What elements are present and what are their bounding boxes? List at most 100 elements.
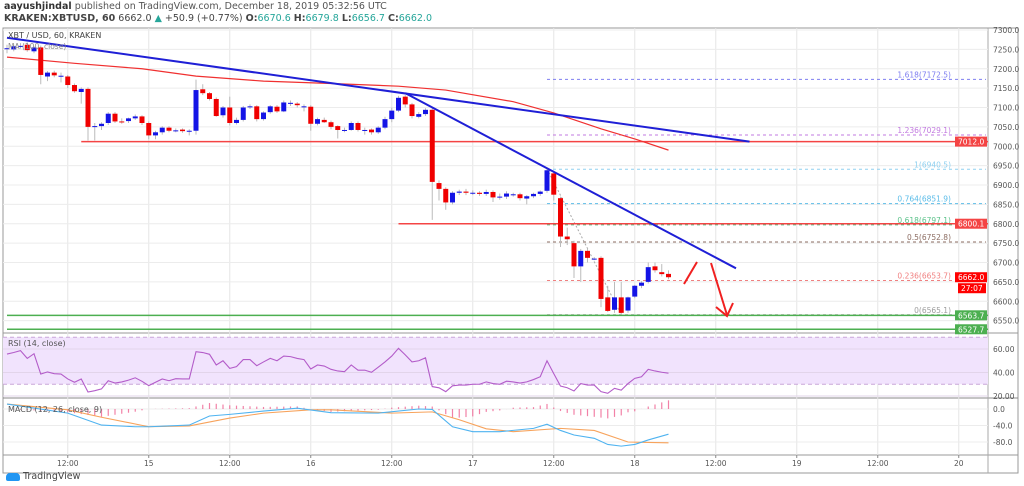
candle-up xyxy=(362,129,368,131)
candle-up xyxy=(126,118,131,122)
candle-down xyxy=(274,106,280,112)
candle-up xyxy=(396,97,401,111)
candle-down xyxy=(409,104,415,117)
candle-up xyxy=(578,250,584,267)
candle-up xyxy=(645,267,651,282)
price-change: +50.9 (+0.77%) xyxy=(164,13,243,24)
candle-down xyxy=(564,236,570,240)
macd-signal-line xyxy=(6,403,669,444)
candle-up xyxy=(450,192,455,203)
last-price-label: 6662.0 xyxy=(958,273,984,282)
candle-up xyxy=(186,130,192,132)
candle-up xyxy=(58,75,64,77)
candle-down xyxy=(585,250,590,258)
fib-level-label: 0.236(6653.7) xyxy=(897,271,951,280)
x-tick-label: 12:00 xyxy=(867,459,889,468)
candle-up xyxy=(153,132,158,136)
drawn-arrow-up-stroke xyxy=(683,261,698,285)
overlay-label: MA (100, close) xyxy=(8,42,66,51)
candle-down xyxy=(328,122,334,127)
candle-down xyxy=(666,273,671,278)
candle-up xyxy=(497,196,503,198)
symbol: KRAKEN:XBTUSD, 60 xyxy=(4,13,116,24)
candle-down xyxy=(200,89,206,94)
candle-up xyxy=(639,282,644,286)
arrowhead-icon xyxy=(715,302,734,318)
candle-up xyxy=(105,113,111,123)
x-tick-label: 15 xyxy=(144,459,154,468)
candle-up xyxy=(31,47,37,52)
macd-tick-label: -80.0 xyxy=(993,438,1013,447)
candle-down xyxy=(369,129,374,133)
candle-up xyxy=(389,110,395,120)
candle-down xyxy=(436,183,442,189)
candle-up xyxy=(537,191,543,194)
author-link[interactable]: aayushjindal xyxy=(4,1,72,12)
candle-up xyxy=(382,119,388,128)
candle-up xyxy=(234,119,239,123)
rsi-tick-label: 60.00 xyxy=(993,345,1015,354)
y-tick-label: 7000.0 xyxy=(993,142,1019,151)
y-tick-label: 7050.0 xyxy=(993,123,1019,132)
candle-up xyxy=(591,258,597,260)
x-tick-label: 12:00 xyxy=(705,459,727,468)
x-tick-label: 19 xyxy=(792,459,802,468)
candle-down xyxy=(355,123,361,130)
y-tick-label: 7100.0 xyxy=(993,104,1019,113)
price-tag-label: 6527.7 xyxy=(958,325,984,334)
candle-up xyxy=(159,127,165,133)
candle-up xyxy=(483,191,489,194)
candle-up xyxy=(632,285,638,297)
candle-down xyxy=(180,129,185,132)
macd-label: MACD (12, 26, close, 9) xyxy=(8,405,102,414)
candle-down xyxy=(166,127,172,131)
candle-up xyxy=(375,127,381,133)
candle-up xyxy=(247,106,253,108)
close-value: 6662.0 xyxy=(398,13,432,24)
candle-down xyxy=(227,107,233,123)
candle-up xyxy=(544,170,550,191)
countdown-tag xyxy=(958,283,986,294)
fib-level-label: 0.618(6797.1) xyxy=(897,216,951,225)
candle-up xyxy=(315,119,320,124)
candle-up xyxy=(288,102,293,104)
y-tick-label: 6750.0 xyxy=(993,239,1019,248)
macd-tick-label: 0.0 xyxy=(993,405,1005,414)
candle-up xyxy=(625,297,631,311)
x-tick-label: 16 xyxy=(306,459,316,468)
tradingview-logo[interactable]: TradingView xyxy=(6,471,80,482)
rsi-tick-label: 20.00 xyxy=(993,392,1015,401)
y-tick-label: 6650.0 xyxy=(993,278,1019,287)
candle-down xyxy=(294,103,300,106)
y-tick-label: 6600.0 xyxy=(993,297,1019,306)
candle-up xyxy=(92,126,98,128)
y-tick-label: 6800.0 xyxy=(993,220,1019,229)
candle-down xyxy=(119,121,125,123)
candle-up xyxy=(612,297,617,310)
candle-up xyxy=(11,46,17,50)
trendline xyxy=(6,36,750,143)
open-value: 6670.6 xyxy=(257,13,291,24)
candle-down xyxy=(429,109,435,182)
candle-up xyxy=(4,48,10,50)
high-value: 6679.8 xyxy=(305,13,339,24)
candle-down xyxy=(335,126,341,130)
rsi-line xyxy=(6,347,669,394)
candle-up xyxy=(240,107,246,120)
candle-down xyxy=(490,191,496,198)
candle-down xyxy=(652,266,658,271)
candle-up xyxy=(470,192,476,194)
candle-down xyxy=(38,47,44,75)
candle-down xyxy=(254,106,260,120)
candle-down xyxy=(443,188,449,203)
candle-up xyxy=(423,109,428,115)
candle-down xyxy=(598,257,604,299)
price-tag xyxy=(955,324,987,335)
y-tick-label: 7250.0 xyxy=(993,45,1019,54)
candle-down xyxy=(605,297,611,311)
y-tick-label: 6700.0 xyxy=(993,259,1019,268)
y-tick-label: 6950.0 xyxy=(993,162,1019,171)
y-tick-label: 6850.0 xyxy=(993,200,1019,209)
low-value: 6656.7 xyxy=(351,13,385,24)
